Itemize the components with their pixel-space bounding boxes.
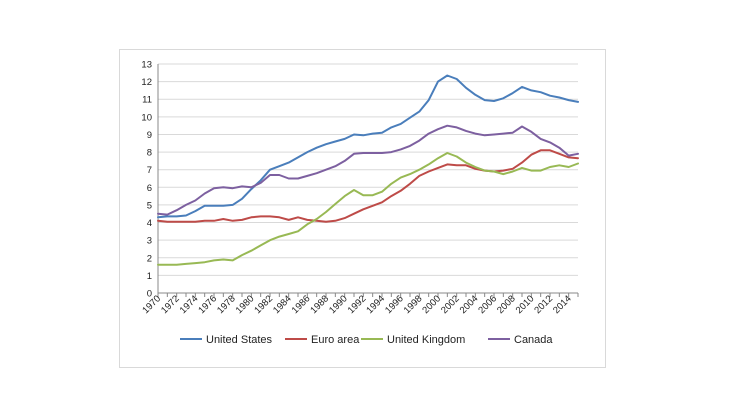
y-tick-label: 3 — [147, 236, 152, 247]
x-tick-label: 1996 — [383, 293, 406, 316]
x-tick-label: 1980 — [234, 293, 257, 316]
y-tick-label: 0 — [147, 289, 152, 300]
x-tick-label: 2012 — [532, 293, 555, 316]
y-tick-label: 6 — [147, 183, 152, 194]
y-tick-label: 5 — [147, 200, 152, 211]
legend-label: United Kingdom — [387, 334, 465, 346]
x-tick-label: 1994 — [364, 293, 387, 316]
x-tick-label: 1988 — [308, 293, 331, 316]
series-line-united-kingdom — [157, 152, 579, 266]
series-line-united-states — [157, 74, 579, 219]
x-tick-labels: 1970197219741976197819801982198419861988… — [140, 293, 573, 316]
x-tick-label: 1970 — [140, 293, 163, 316]
x-tick-label: 2014 — [551, 293, 574, 316]
y-tick-label: 8 — [147, 148, 152, 159]
x-tick-label: 1972 — [159, 293, 182, 316]
y-tick-label: 7 — [147, 165, 152, 176]
x-tick-label: 2006 — [476, 293, 499, 316]
legend-label: Euro area — [311, 334, 360, 346]
x-tick-label: 2000 — [420, 293, 443, 316]
x-tick-label: 1974 — [178, 293, 201, 316]
y-tick-label: 13 — [141, 60, 152, 71]
axes — [157, 64, 579, 297]
y-tick-label: 4 — [147, 218, 152, 229]
y-tick-label: 10 — [141, 112, 152, 123]
x-tick-label: 1998 — [402, 293, 425, 316]
x-tick-label: 1982 — [252, 293, 275, 316]
legend-label: United States — [206, 334, 273, 346]
x-tick-label: 2002 — [439, 293, 462, 316]
y-tick-label: 12 — [141, 77, 152, 88]
y-tick-label: 2 — [147, 253, 152, 264]
x-tick-label: 1978 — [215, 293, 238, 316]
series-lines — [157, 74, 579, 266]
series-line-euro-area — [157, 149, 579, 223]
x-tick-label: 2004 — [458, 293, 481, 316]
y-tick-label: 9 — [147, 130, 152, 141]
y-tick-label: 11 — [142, 95, 152, 106]
x-tick-label: 1984 — [271, 293, 294, 316]
y-tick-label: 1 — [147, 271, 152, 282]
series-line-canada — [157, 124, 579, 216]
x-tick-label: 2010 — [514, 293, 537, 316]
x-tick-label: 1976 — [196, 293, 219, 316]
legend: United States Euro area United Kingdom Cana… — [180, 334, 553, 346]
x-tick-label: 2008 — [495, 293, 518, 316]
x-tick-label: 1992 — [346, 293, 369, 316]
x-tick-label: 1986 — [290, 293, 313, 316]
legend-label: Canada — [514, 334, 553, 346]
x-tick-label: 1990 — [327, 293, 350, 316]
